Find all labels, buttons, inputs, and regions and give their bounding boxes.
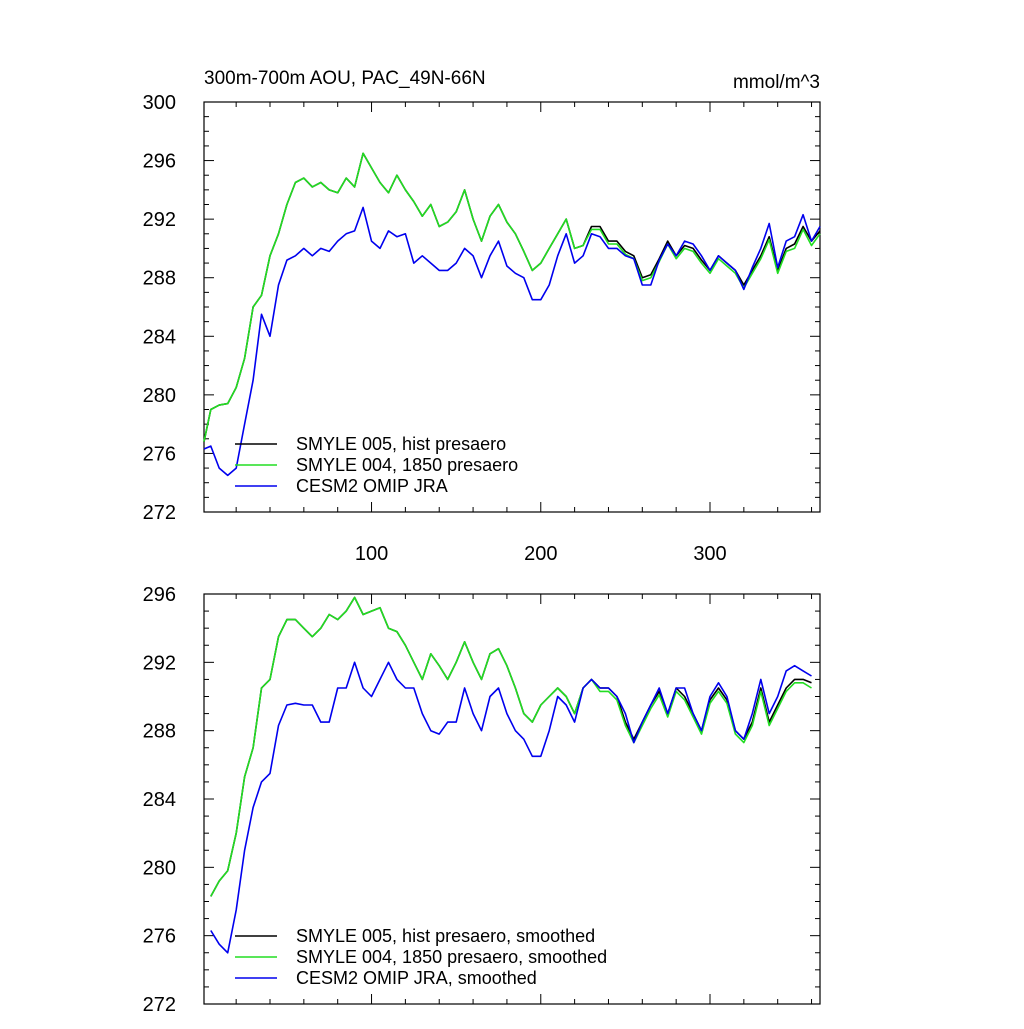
y-tick-label: 280 bbox=[143, 857, 176, 879]
series-line-1 bbox=[210, 596, 812, 897]
y-tick-label: 296 bbox=[143, 151, 176, 173]
x-tick-label: 100 bbox=[355, 543, 388, 565]
y-tick-label: 288 bbox=[143, 268, 176, 290]
y-tick-label: 292 bbox=[143, 652, 176, 674]
y-tick-label: 284 bbox=[143, 326, 176, 348]
units-label: mmol/m^3 bbox=[733, 72, 820, 93]
legend-label-1: SMYLE 005, hist presaero, smoothed bbox=[296, 926, 595, 946]
y-tick-label: 272 bbox=[143, 502, 176, 524]
y-tick-label: 288 bbox=[143, 721, 176, 743]
series-line-3 bbox=[210, 661, 812, 954]
y-tick-label: 292 bbox=[143, 209, 176, 231]
y-tick-label: 300 bbox=[143, 92, 176, 114]
legend-label-2: SMYLE 004, 1850 presaero bbox=[296, 455, 518, 475]
top-chart-title: 300m-700m AOU, PAC_49N-66N bbox=[204, 68, 486, 89]
chart-raw: 272 276 280 284 288 292 296 300 100 200 300 SMYLE 0… bbox=[143, 92, 821, 565]
legend-label-3: CESM2 OMIP JRA bbox=[296, 476, 448, 496]
x-tick-label: 300 bbox=[693, 543, 726, 565]
legend-label-3: CESM2 OMIP JRA, smoothed bbox=[296, 968, 537, 988]
series-line-2 bbox=[203, 152, 821, 442]
y-tick-label: 296 bbox=[143, 584, 176, 606]
y-tick-label: 276 bbox=[143, 443, 176, 465]
series-line-3 bbox=[203, 206, 821, 477]
y-tick-label: 272 bbox=[143, 994, 176, 1016]
chart-smoothed: 272 276 280 284 288 292 296 SMYLE 005, hist pre… bbox=[143, 584, 821, 1016]
legend-label-1: SMYLE 005, hist presaero bbox=[296, 434, 506, 454]
y-tick-label: 276 bbox=[143, 926, 176, 948]
x-tick-label: 200 bbox=[524, 543, 557, 565]
y-tick-label: 284 bbox=[143, 789, 176, 811]
legend-label-2: SMYLE 004, 1850 presaero, smoothed bbox=[296, 947, 607, 967]
series-line-2 bbox=[210, 596, 812, 897]
series-line-1 bbox=[203, 152, 821, 442]
y-tick-label: 280 bbox=[143, 385, 176, 407]
